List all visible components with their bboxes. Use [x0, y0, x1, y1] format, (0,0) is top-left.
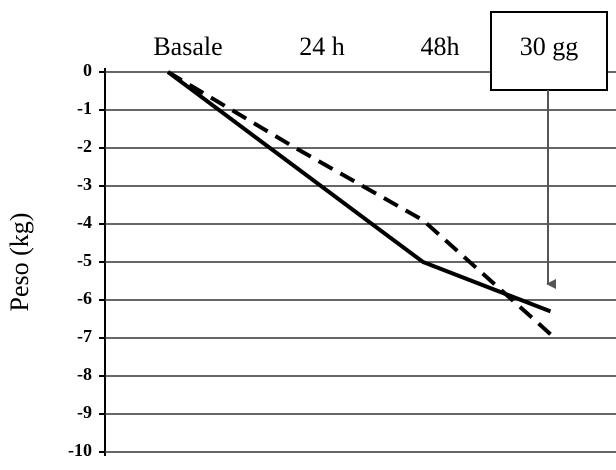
x-tick-label: 48h [421, 32, 460, 61]
x-tick-label: 30 gg [520, 32, 579, 61]
y-tick-label: -1 [77, 98, 92, 118]
y-tick-label: -7 [77, 326, 92, 346]
highlight-box [490, 11, 608, 91]
y-tick-label: -4 [77, 212, 92, 232]
y-tick-label: 0 [83, 60, 92, 80]
y-tick-label: -5 [77, 250, 92, 270]
series-line [166, 70, 552, 336]
y-tick-label: -2 [77, 136, 92, 156]
series-line [166, 70, 552, 314]
x-tick-label: Basale [153, 32, 222, 61]
y-tick-label: -6 [77, 288, 92, 308]
y-tick-label: -10 [68, 440, 92, 460]
y-axis-label: Peso (kg) [5, 213, 34, 312]
x-tick-label: 24 h [299, 32, 345, 61]
y-tick-label: -3 [77, 174, 92, 194]
y-tick-label: -8 [77, 364, 92, 384]
y-tick-label: -9 [77, 402, 92, 422]
